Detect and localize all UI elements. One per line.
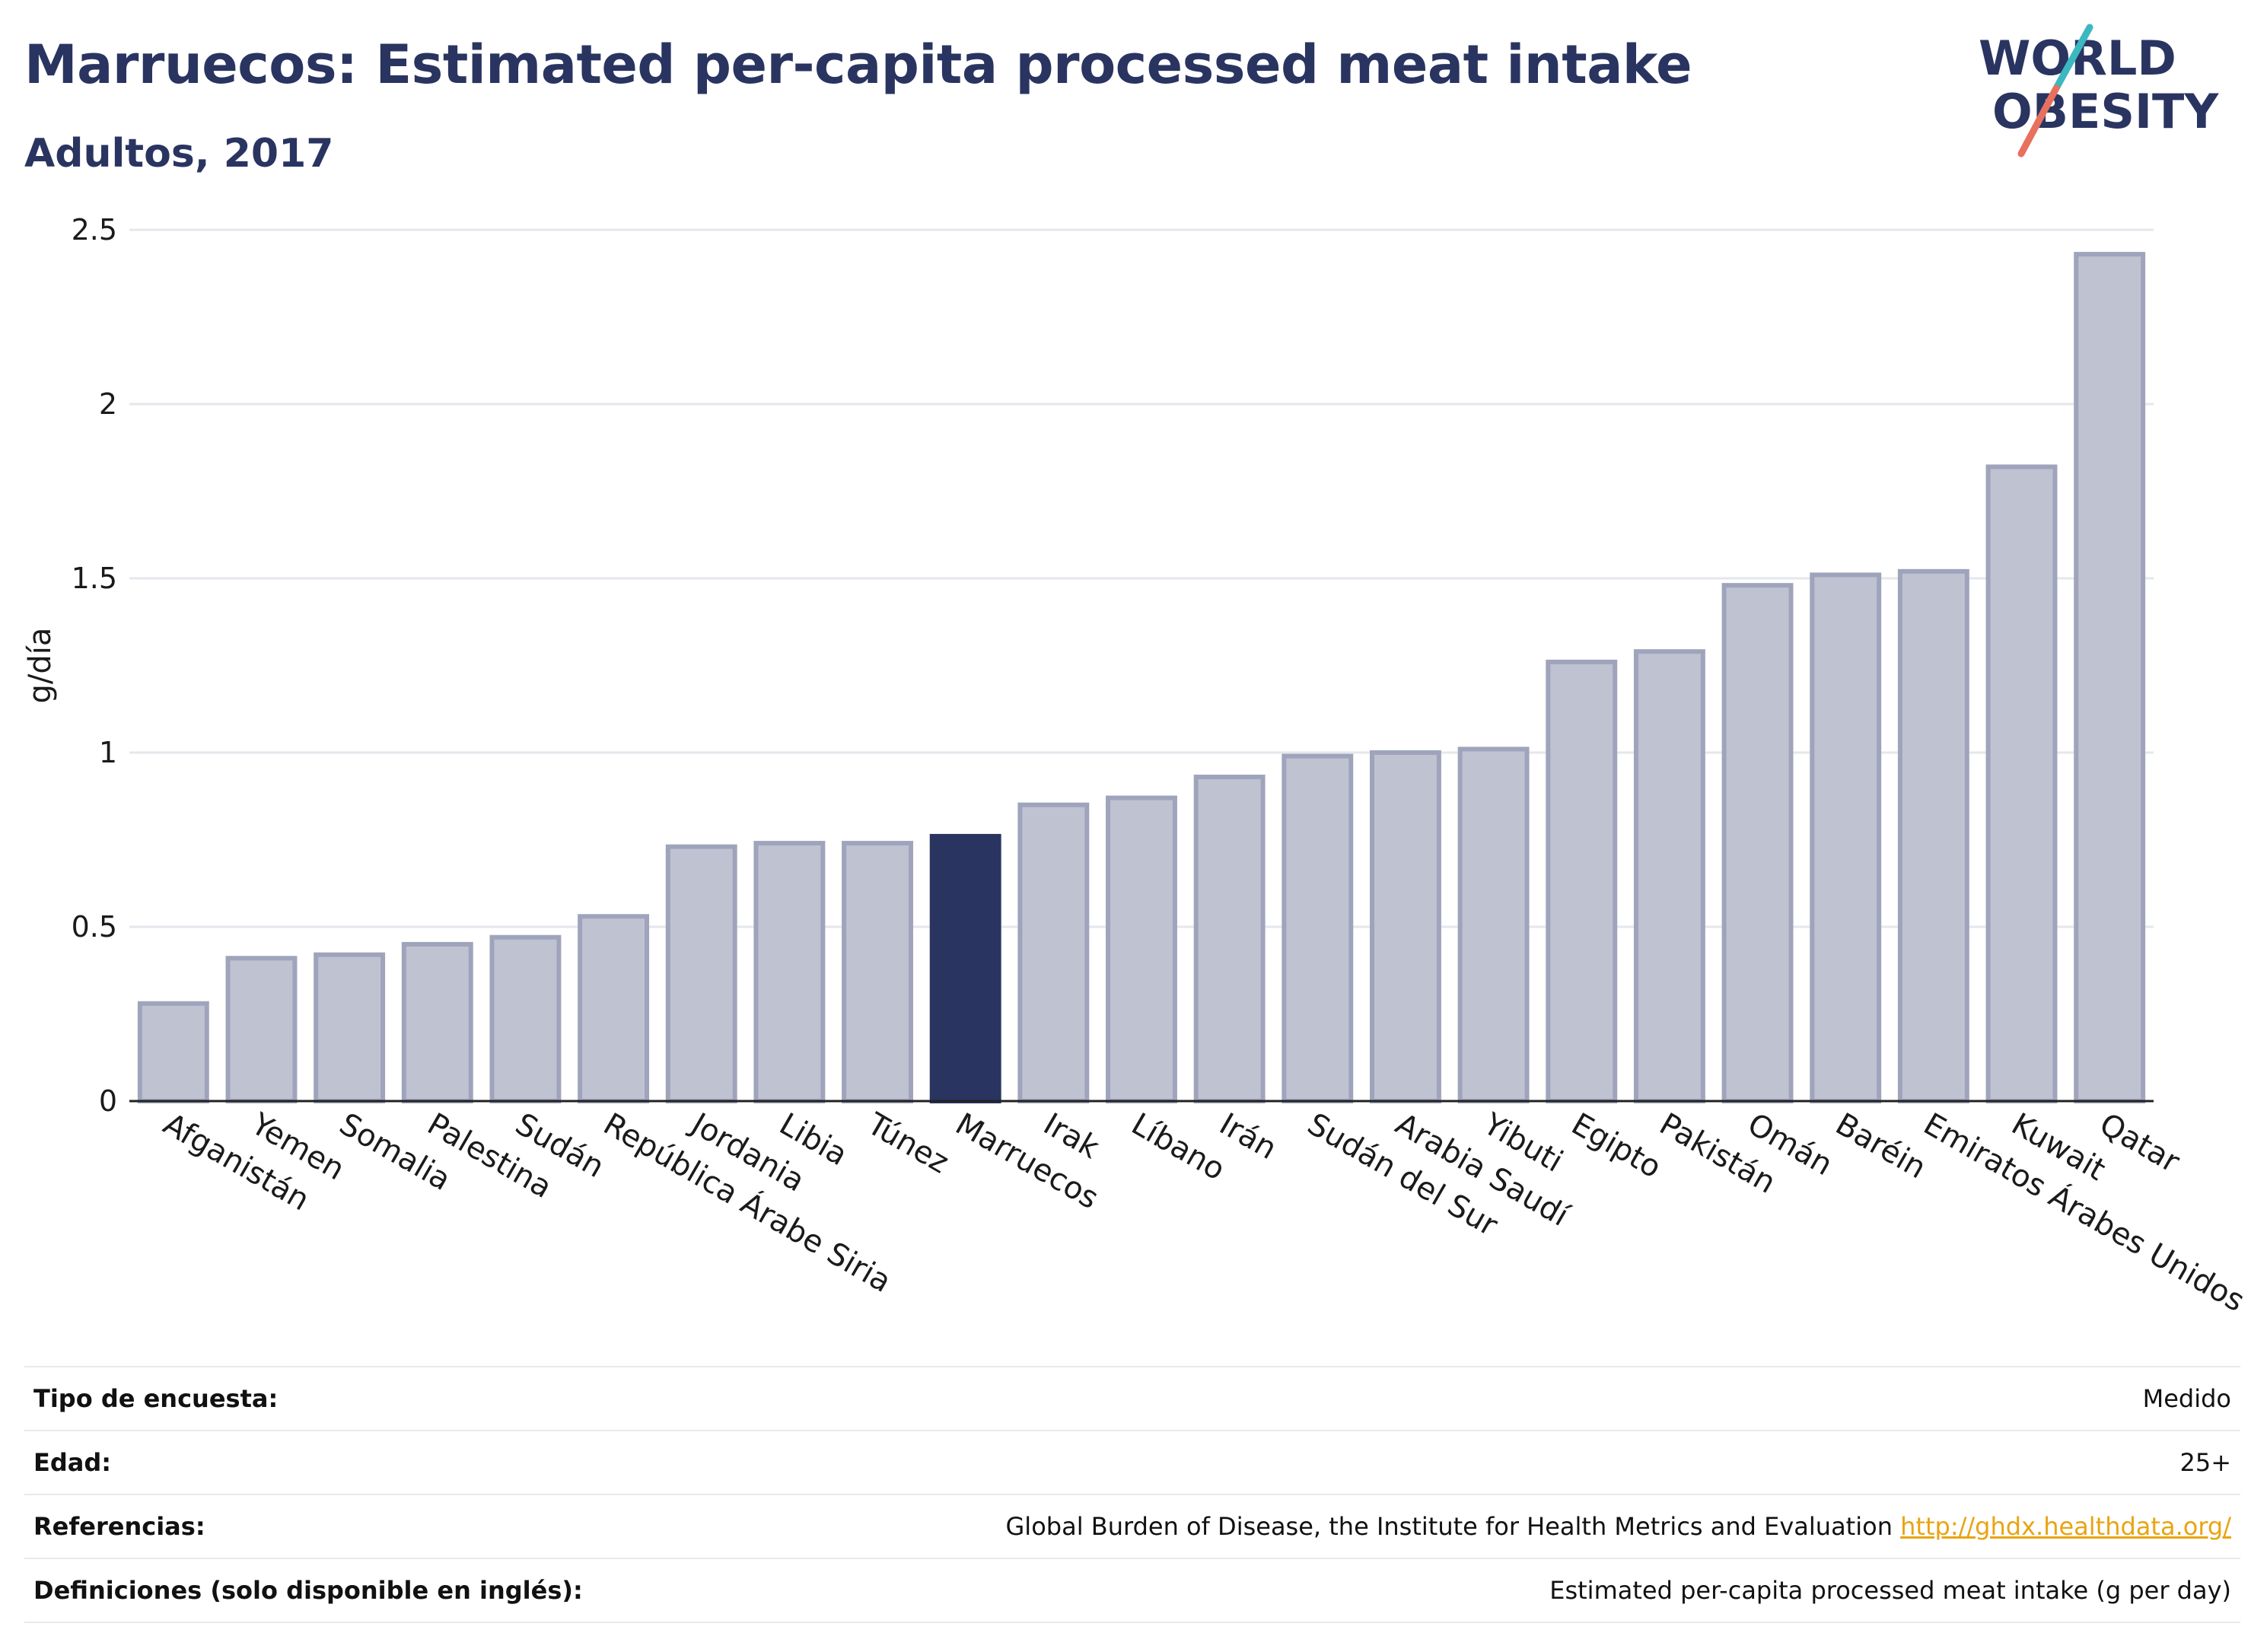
info-value-text: Global Burden of Disease, the Institute …	[1005, 1512, 1893, 1541]
reference-link[interactable]: http://ghdx.healthdata.org/	[1900, 1512, 2231, 1541]
bar	[578, 914, 650, 1104]
bar	[1106, 795, 1177, 1104]
x-tick-label: Egipto	[1565, 1106, 1667, 1186]
y-tick-label: 0	[99, 1084, 117, 1118]
logo-line1: WORLD	[1979, 30, 2176, 86]
x-tick-label: Túnez	[861, 1106, 954, 1181]
bars	[137, 252, 2146, 1104]
y-tick-label: 1.5	[72, 562, 117, 595]
x-axis-labels: AfganistánYemenSomaliaPalestinaSudánRepú…	[158, 1105, 2251, 1319]
info-value-text: Medido	[2142, 1384, 2231, 1413]
bar	[1457, 746, 1530, 1103]
info-table: Tipo de encuesta: Medido Edad: 25+ Referenci…	[24, 1366, 2240, 1623]
info-row: Referencias: Global Burden of Disease, th…	[24, 1494, 2240, 1558]
bar	[1282, 753, 1354, 1104]
bar	[1193, 775, 1266, 1103]
bar	[2074, 252, 2146, 1103]
y-tick-label: 1	[99, 736, 117, 769]
page-title: Marruecos: Estimated per-capita processe…	[24, 33, 1692, 96]
info-value: Estimated per-capita processed meat inta…	[718, 1558, 2240, 1623]
world-obesity-logo: WORLD OBESITY	[1979, 24, 2219, 158]
info-value: Medido	[718, 1366, 2240, 1431]
info-value-text: Estimated per-capita processed meat inta…	[1549, 1576, 2231, 1605]
y-axis-title: g/día	[23, 628, 58, 704]
bar	[1985, 464, 2058, 1103]
x-tick-label: Emiratos Árabes Unidos	[1918, 1105, 2251, 1319]
page-subtitle: Adultos, 2017	[24, 131, 334, 177]
bar	[137, 1001, 209, 1104]
bar-chart: 0 0.5 1 1.5 2 2.5 AfganistánYemenSomaliaPales…	[23, 213, 2251, 1319]
y-tick-label: 0.5	[72, 910, 117, 944]
bar	[1370, 750, 1441, 1103]
info-label: Tipo de encuesta:	[24, 1366, 719, 1431]
x-tick-label: Qatar	[2093, 1106, 2186, 1179]
info-label: Referencias:	[24, 1494, 719, 1558]
bar	[1897, 568, 1969, 1103]
x-tick-label: Líbano	[1126, 1106, 1231, 1187]
bar	[225, 956, 298, 1103]
info-value: Global Burden of Disease, the Institute …	[718, 1494, 2240, 1558]
info-row: Definiciones (solo disponible en inglés)…	[24, 1558, 2240, 1623]
y-tick-label: 2	[99, 387, 117, 421]
info-row: Edad: 25+	[24, 1430, 2240, 1494]
bar-highlight	[929, 833, 1001, 1104]
bar	[314, 952, 386, 1104]
info-table-body: Tipo de encuesta: Medido Edad: 25+ Referenci…	[24, 1366, 2240, 1623]
info-value: 25+	[718, 1430, 2240, 1494]
bar	[1546, 659, 1618, 1103]
info-row: Tipo de encuesta: Medido	[24, 1366, 2240, 1431]
bar	[665, 844, 737, 1104]
logo-slash-coral	[2017, 84, 2060, 158]
bar	[842, 841, 913, 1103]
x-tick-label: Baréin	[1829, 1106, 1931, 1186]
y-tick-label: 2.5	[72, 213, 117, 247]
bar	[489, 934, 562, 1103]
bar	[401, 941, 473, 1104]
bar	[1017, 802, 1090, 1103]
bar	[1810, 572, 1882, 1103]
y-axis-ticks: 0 0.5 1 1.5 2 2.5	[72, 213, 117, 1118]
info-label: Edad:	[24, 1430, 719, 1494]
bar	[1633, 649, 1705, 1103]
bar	[1721, 583, 1794, 1103]
logo-slash-teal	[2052, 24, 2093, 92]
bar	[753, 841, 826, 1103]
info-label: Definiciones (solo disponible en inglés)…	[24, 1558, 719, 1623]
info-value-text: 25+	[2179, 1448, 2231, 1477]
